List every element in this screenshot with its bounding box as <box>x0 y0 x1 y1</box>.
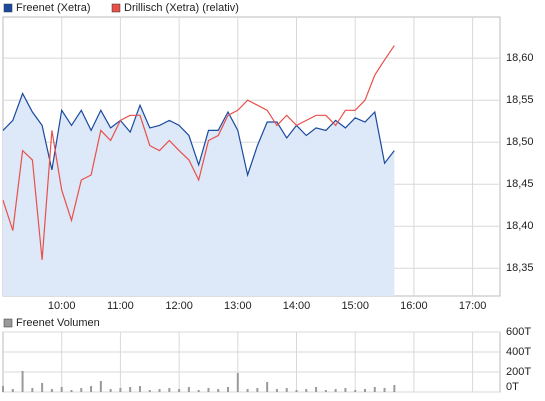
bar <box>197 390 200 392</box>
bar <box>305 389 308 392</box>
bar <box>138 386 141 392</box>
bar <box>295 390 298 392</box>
bar <box>168 388 171 392</box>
bar <box>275 389 278 392</box>
bar <box>99 381 102 392</box>
bar <box>31 388 34 392</box>
legend-label: Freenet Volumen <box>16 317 100 329</box>
bar <box>207 388 210 392</box>
bar <box>158 389 161 392</box>
bar <box>187 387 190 392</box>
bar <box>266 382 269 392</box>
bar <box>70 390 73 392</box>
y-tick-label: 200T <box>506 366 531 378</box>
x-tick-label: 16:00 <box>400 300 428 312</box>
x-tick-label: 11:00 <box>107 300 134 312</box>
y-tick-label: 18,55 <box>506 94 534 106</box>
bar <box>334 389 337 392</box>
y-tick-label: 400T <box>506 346 531 358</box>
bar <box>393 385 396 392</box>
bar <box>80 388 83 392</box>
bar <box>148 390 151 392</box>
volume-frame <box>2 331 501 393</box>
y-tick-label: 600T <box>506 326 531 338</box>
bar <box>227 387 230 392</box>
legend-swatch <box>3 318 13 328</box>
bar <box>2 386 4 392</box>
line <box>2 45 395 260</box>
x-tick-label: 12:00 <box>165 300 193 312</box>
bar <box>21 371 24 392</box>
bar <box>315 387 318 392</box>
bar <box>119 388 122 392</box>
bar <box>373 387 376 392</box>
bar <box>246 389 249 392</box>
legend-swatch <box>111 3 121 13</box>
bar <box>354 390 357 392</box>
bar <box>178 389 181 392</box>
y-tick-label: 18,45 <box>506 178 534 190</box>
bar <box>256 388 259 392</box>
bar <box>236 373 239 392</box>
area <box>3 93 395 296</box>
bar <box>60 387 63 392</box>
y-tick-label: 18,60 <box>506 52 534 64</box>
legend-swatch <box>3 3 13 13</box>
x-tick-label: 14:00 <box>283 300 311 312</box>
bar <box>217 389 220 392</box>
legend-label: Freenet (Xetra) <box>16 2 91 14</box>
bar <box>90 386 93 392</box>
bar <box>344 388 347 392</box>
y-tick-label: 18,40 <box>506 220 534 232</box>
bar <box>383 388 386 392</box>
x-tick-label: 15:00 <box>341 300 369 312</box>
y-tick-label: 0T <box>506 381 519 393</box>
x-tick-label: 13:00 <box>224 300 252 312</box>
bar <box>11 389 14 392</box>
x-tick-label: 10:00 <box>48 300 76 312</box>
y-tick-label: 18,50 <box>506 136 534 148</box>
legend-label: Drillisch (Xetra) (relativ) <box>124 2 239 14</box>
y-tick-label: 18,35 <box>506 262 534 274</box>
bar <box>129 387 132 392</box>
bar <box>109 389 112 392</box>
bar <box>324 390 327 392</box>
bar <box>50 389 53 392</box>
bar <box>363 389 366 392</box>
line <box>2 92 395 178</box>
x-tick-label: 17:00 <box>459 300 487 312</box>
bar <box>41 383 44 392</box>
bar <box>285 388 288 392</box>
